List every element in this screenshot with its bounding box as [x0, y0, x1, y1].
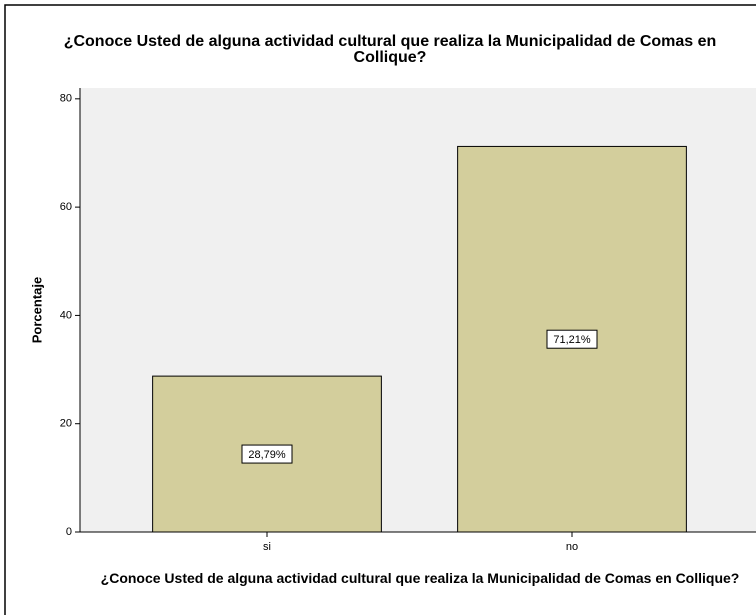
- y-tick-label: 80: [60, 93, 72, 105]
- y-axis-label: Porcentaje: [29, 277, 44, 343]
- x-tick-label: no: [566, 541, 578, 553]
- chart-title: ¿Conoce Usted de alguna actividad cultur…: [63, 33, 717, 66]
- y-tick-label: 40: [60, 309, 72, 321]
- y-tick-label: 0: [66, 526, 72, 538]
- x-axis-label: ¿Conoce Usted de alguna actividad cultur…: [100, 570, 740, 586]
- y-tick-label: 20: [60, 418, 72, 430]
- value-label: 28,79%: [248, 449, 286, 461]
- value-label-box: [546, 329, 598, 349]
- x-tick-label: si: [263, 541, 271, 553]
- y-tick-label: 60: [60, 201, 72, 213]
- value-label-box: [241, 444, 293, 464]
- value-label: 71,21%: [553, 334, 591, 346]
